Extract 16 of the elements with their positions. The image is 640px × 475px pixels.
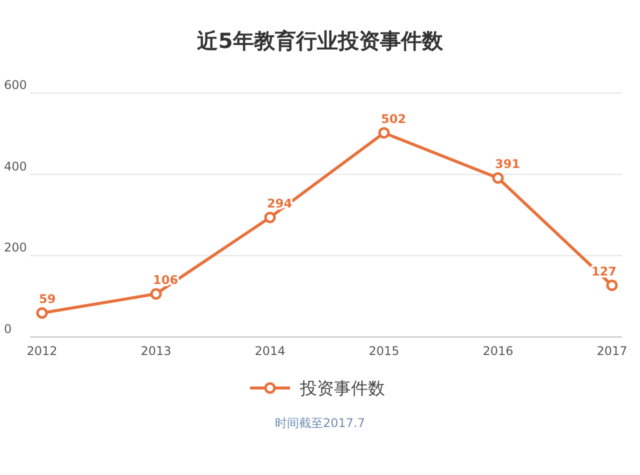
chart-title: 近5年教育行业投资事件数: [196, 29, 444, 53]
x-tick-label: 2012: [26, 344, 58, 358]
x-tick-label: 2014: [254, 344, 286, 358]
text: 时间截至2017.7: [275, 416, 365, 430]
data-label: 502: [381, 112, 406, 126]
y-tick-label: 600: [4, 78, 27, 92]
x-tick-label: 2016: [482, 344, 514, 358]
y-tick-label: 400: [4, 159, 27, 174]
y-tick-label: 200: [4, 240, 27, 255]
x-tick-label: 2017: [596, 344, 628, 358]
x-tick-label: 2013: [140, 344, 172, 358]
y-tick-label: 0: [4, 322, 12, 336]
data-label: 59: [39, 292, 56, 306]
x-tick-label: 2015: [368, 344, 400, 358]
legend-label: 投资事件数: [299, 379, 385, 399]
data-label: 391: [495, 156, 520, 171]
